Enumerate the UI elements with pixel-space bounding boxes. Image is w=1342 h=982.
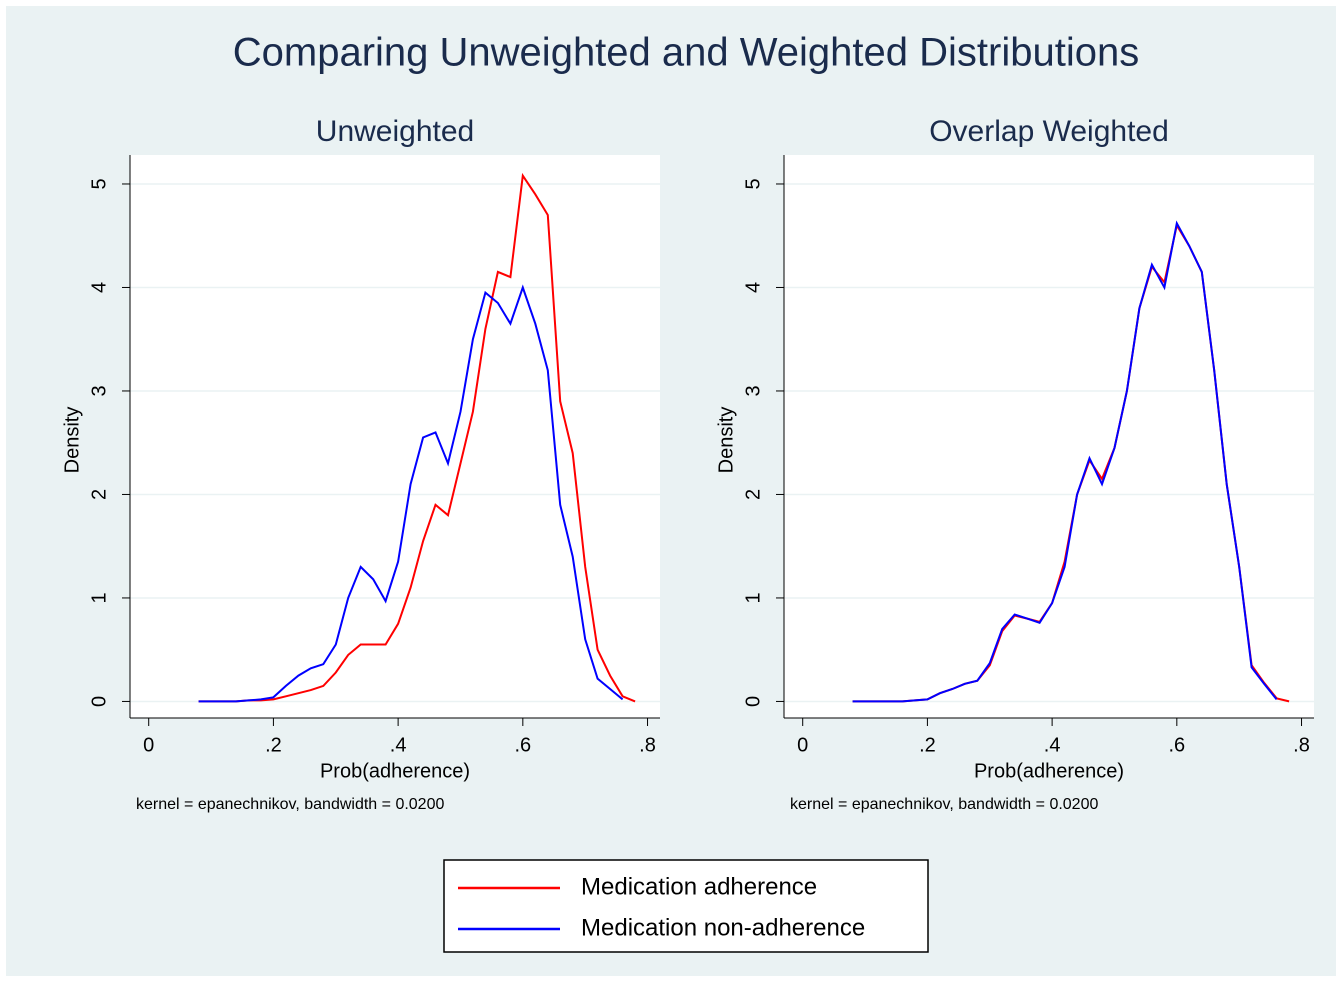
x-tick-label: .4 [1044,734,1061,756]
y-tick-label: 5 [742,178,764,189]
x-tick-label: .2 [919,734,936,756]
y-tick-label: 3 [88,385,110,396]
y-axis-title: Density [715,407,737,474]
y-tick-label: 4 [742,282,764,293]
x-tick-label: .8 [639,734,656,756]
legend-label: Medication adherence [581,873,817,900]
x-tick-label: .6 [514,734,531,756]
density-line [852,220,1278,703]
y-tick-label: 2 [742,489,764,500]
y-tick-label: 4 [88,282,110,293]
x-tick-label: .6 [1168,734,1185,756]
y-tick-label: 5 [88,178,110,189]
chart-title: Overlap Weighted [929,115,1169,148]
y-tick-label: 3 [742,385,764,396]
y-tick-label: 2 [88,489,110,500]
x-axis-title: Prob(adherence) [974,760,1124,782]
y-tick-label: 1 [88,592,110,603]
x-tick-label: 0 [143,734,154,756]
y-tick-label: 0 [742,696,764,707]
x-axis-title: Prob(adherence) [320,760,470,782]
plot-area [130,155,660,718]
density-line [198,284,624,703]
note: kernel = epanechnikov, bandwidth = 0.020… [136,796,444,813]
plot-area [784,155,1314,718]
density-line [198,172,636,703]
x-tick-label: .2 [265,734,282,756]
note: kernel = epanechnikov, bandwidth = 0.020… [790,796,1098,813]
x-tick-label: .4 [390,734,407,756]
y-axis-title: Density [61,407,83,474]
x-tick-label: .8 [1293,734,1310,756]
figure-title: Comparing Unweighted and Weighted Distri… [233,31,1139,75]
y-tick-label: 1 [742,592,764,603]
x-tick-label: 0 [797,734,808,756]
legend-label: Medication non-adherence [581,914,865,941]
y-tick-label: 0 [88,696,110,707]
chart-title: Unweighted [316,115,474,148]
legend [443,859,929,953]
